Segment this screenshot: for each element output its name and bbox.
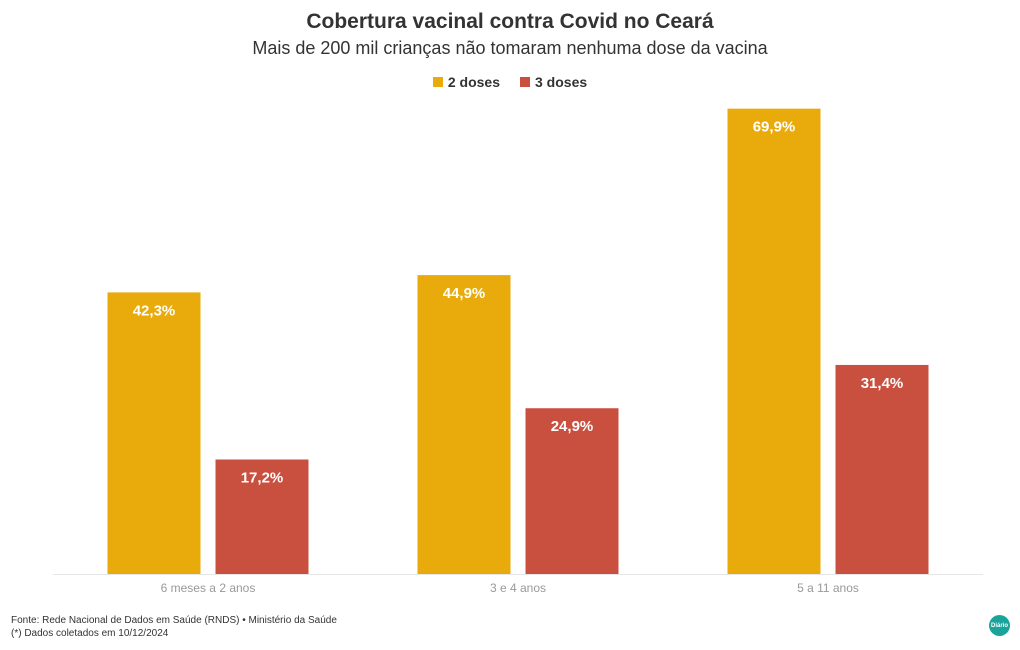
chart-title: Cobertura vacinal contra Covid no Ceará — [306, 10, 714, 33]
data-label-2-doses-3-e-4-anos: 44,9% — [443, 285, 486, 302]
x-tick-label-6-meses-a-2-anos: 6 meses a 2 anos — [161, 581, 256, 595]
chart-subtitle: Mais de 200 mil crianças não tomaram nen… — [252, 38, 768, 58]
bar-2-doses-6-meses-a-2-anos[interactable] — [107, 292, 201, 574]
legend-item-2-doses[interactable]: 2 doses — [432, 74, 500, 90]
bar-3-doses-3-e-4-anos[interactable] — [525, 408, 619, 574]
data-label-3-doses-6-meses-a-2-anos: 17,2% — [241, 469, 284, 486]
legend: 2 doses 3 doses — [0, 74, 1020, 90]
diario-logo-icon: Diário — [989, 615, 1010, 636]
data-label-3-doses-3-e-4-anos: 24,9% — [551, 418, 594, 435]
legend-swatch-3-doses — [520, 77, 530, 87]
data-label-2-doses-5-a-11-anos: 69,9% — [753, 119, 796, 136]
bar-3-doses-6-meses-a-2-anos[interactable] — [215, 459, 309, 574]
x-tick-label-5-a-11-anos: 5 a 11 anos — [797, 581, 859, 595]
legend-swatch-2-doses — [432, 77, 443, 87]
bar-3-doses-5-a-11-anos[interactable] — [835, 364, 929, 574]
legend-label-3-doses: 3 doses — [535, 74, 588, 90]
legend-item-3-doses[interactable]: 3 doses — [520, 74, 587, 90]
legend-label-2-doses: 2 doses — [447, 74, 500, 90]
bar-2-doses-5-a-11-anos[interactable] — [727, 108, 821, 574]
data-collection-note: (*) Dados coletados em 10/12/2024 — [11, 628, 169, 639]
x-tick-label-3-e-4-anos: 3 e 4 anos — [490, 581, 546, 595]
source-note: Fonte: Rede Nacional de Dados em Saúde (… — [11, 615, 337, 626]
bar-2-doses-3-e-4-anos[interactable] — [417, 275, 511, 574]
footer: Fonte: Rede Nacional de Dados em Saúde (… — [11, 614, 337, 640]
data-label-3-doses-5-a-11-anos: 31,4% — [861, 375, 904, 392]
data-label-2-doses-6-meses-a-2-anos: 42,3% — [133, 302, 176, 319]
